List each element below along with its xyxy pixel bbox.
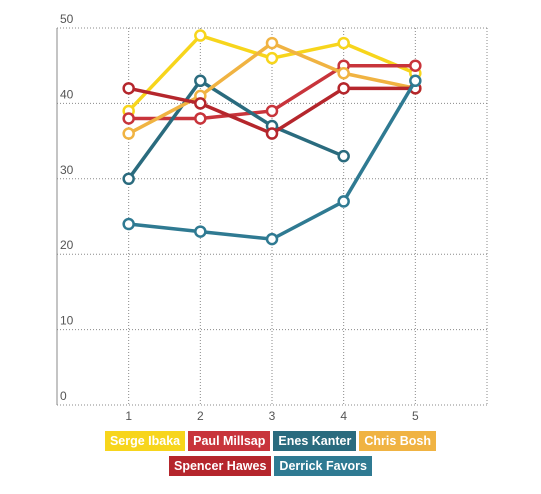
data-point-derrick-favors[interactable] bbox=[122, 217, 135, 231]
x-tick-label: 4 bbox=[340, 409, 347, 423]
legend-item-paul-millsap[interactable]: Paul Millsap bbox=[188, 431, 271, 451]
legend-row-2: Spencer Hawes Derrick Favors bbox=[0, 456, 541, 476]
data-point-paul-millsap[interactable] bbox=[409, 59, 422, 72]
data-point-chris-bosh[interactable] bbox=[337, 66, 350, 80]
data-point-derrick-favors[interactable] bbox=[194, 225, 207, 238]
legend-row-1: Serge Ibaka Paul Millsap Enes Kanter Chr… bbox=[0, 431, 541, 451]
data-point-serge-ibaka[interactable] bbox=[194, 29, 207, 42]
x-axis-ticks: 1 2 3 4 5 bbox=[125, 409, 419, 423]
series-group bbox=[122, 29, 422, 246]
legend-item-serge-ibaka[interactable]: Serge Ibaka bbox=[104, 431, 186, 451]
x-tick-label: 1 bbox=[125, 409, 132, 423]
x-tick-label: 3 bbox=[269, 409, 276, 423]
y-tick-label: 40 bbox=[60, 87, 74, 101]
data-point-chris-bosh[interactable] bbox=[265, 36, 279, 50]
data-point-paul-millsap[interactable] bbox=[194, 112, 207, 125]
data-point-derrick-favors[interactable] bbox=[337, 195, 350, 208]
data-point-spencer-hawes[interactable] bbox=[337, 82, 350, 95]
x-tick-label: 5 bbox=[412, 409, 419, 423]
data-point-spencer-hawes[interactable] bbox=[122, 82, 135, 95]
data-point-serge-ibaka[interactable] bbox=[265, 51, 279, 65]
legend-item-chris-bosh[interactable]: Chris Bosh bbox=[359, 431, 437, 451]
y-tick-label: 10 bbox=[60, 314, 74, 328]
data-point-derrick-favors[interactable] bbox=[265, 232, 279, 246]
y-axis-ticks: 0 10 20 30 40 50 bbox=[60, 12, 74, 403]
data-point-enes-kanter[interactable] bbox=[337, 149, 350, 163]
grid bbox=[56, 27, 488, 406]
y-tick-label: 0 bbox=[60, 389, 67, 403]
data-point-paul-millsap[interactable] bbox=[265, 104, 279, 118]
series-line-derrick-favors bbox=[128, 79, 417, 241]
y-tick-label: 50 bbox=[60, 12, 74, 26]
data-point-enes-kanter[interactable] bbox=[194, 74, 207, 88]
data-point-spencer-hawes[interactable] bbox=[194, 97, 207, 110]
legend-item-enes-kanter[interactable]: Enes Kanter bbox=[273, 431, 357, 451]
data-point-spencer-hawes[interactable] bbox=[265, 127, 279, 140]
series-line-enes-kanter bbox=[127, 79, 345, 180]
data-point-serge-ibaka[interactable] bbox=[337, 36, 350, 50]
data-point-chris-bosh[interactable] bbox=[122, 127, 135, 140]
y-tick-label: 30 bbox=[60, 163, 74, 177]
y-tick-label: 20 bbox=[60, 238, 74, 252]
data-point-paul-millsap[interactable] bbox=[122, 112, 135, 125]
data-point-derrick-favors[interactable] bbox=[409, 74, 422, 88]
legend-item-spencer-hawes[interactable]: Spencer Hawes bbox=[169, 456, 272, 476]
x-tick-label: 2 bbox=[197, 409, 204, 423]
legend-item-derrick-favors[interactable]: Derrick Favors bbox=[274, 456, 372, 476]
data-point-enes-kanter[interactable] bbox=[122, 172, 135, 186]
